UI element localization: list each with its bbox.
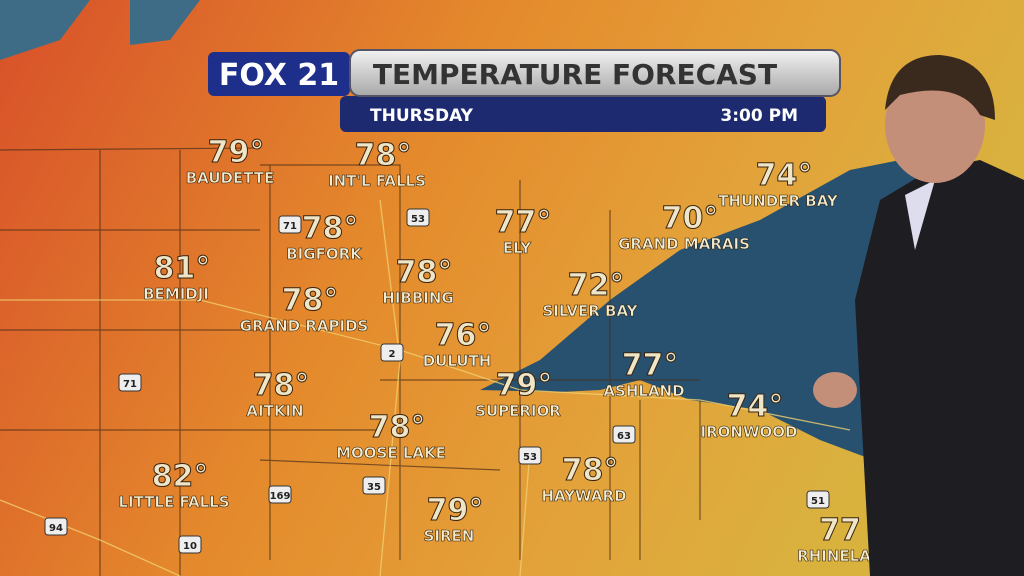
city-name: BEMIDJI bbox=[143, 285, 209, 303]
route-shield bbox=[806, 490, 830, 509]
header: FOX 21 TEMPERATURE FORECAST THURSDAY 3:0… bbox=[208, 49, 841, 132]
city-name: GRAND MARAIS bbox=[618, 235, 750, 253]
route-number: 63 bbox=[617, 431, 631, 442]
temperature: 77° bbox=[622, 348, 679, 383]
route-number: 71 bbox=[283, 221, 297, 232]
logo-box bbox=[208, 52, 350, 96]
route-shield bbox=[268, 485, 292, 504]
county-borders bbox=[0, 147, 701, 576]
city-name: LITTLE FALLS bbox=[118, 493, 229, 511]
city-name: AITKIN bbox=[246, 402, 303, 420]
subheader-bar bbox=[340, 96, 826, 132]
day: THURSDAY bbox=[370, 106, 474, 126]
title: TEMPERATURE FORECAST bbox=[373, 58, 777, 91]
route-shield bbox=[406, 208, 430, 227]
temperature: 82° bbox=[152, 459, 209, 494]
suit bbox=[855, 160, 1024, 576]
route-number: 35 bbox=[367, 482, 381, 493]
city-name: BIGFORK bbox=[286, 245, 363, 263]
city-name: SIREN bbox=[424, 527, 475, 545]
city-name: MOOSE LAKE bbox=[336, 444, 446, 462]
route-shield bbox=[518, 446, 542, 465]
presenter bbox=[813, 55, 1024, 576]
route-number: 10 bbox=[183, 541, 197, 552]
route-number: 71 bbox=[123, 379, 137, 390]
title-bar bbox=[349, 49, 841, 97]
temperature: 77° bbox=[495, 205, 552, 240]
route-number: 53 bbox=[411, 214, 425, 225]
city-name: DULUTH bbox=[423, 352, 492, 370]
city-name: ELY bbox=[503, 239, 532, 257]
temperature: 76° bbox=[435, 318, 492, 353]
temperature: 74° bbox=[756, 158, 813, 193]
route-number: 51 bbox=[811, 496, 825, 507]
route-shield bbox=[278, 215, 302, 234]
temperature: 74° bbox=[727, 389, 784, 424]
temperature: 78° bbox=[282, 283, 339, 318]
city-name: HAYWARD bbox=[541, 487, 626, 505]
temperature: 78° bbox=[562, 453, 619, 488]
hair bbox=[885, 55, 995, 120]
route-number: 2 bbox=[389, 349, 396, 360]
route-number: 53 bbox=[523, 452, 537, 463]
city-labels: 715327116935536394105179°BAUDETTE78°INT'… bbox=[44, 135, 872, 565]
city-name: BAUDETTE bbox=[186, 169, 275, 187]
hand bbox=[813, 372, 857, 408]
city-name: INT'L FALLS bbox=[328, 172, 426, 190]
city-name: SUPERIOR bbox=[475, 402, 561, 420]
city-name: ASHLAND bbox=[603, 382, 684, 400]
temperature: 78° bbox=[369, 410, 426, 445]
city-name: GRAND RAPIDS bbox=[240, 317, 369, 335]
temperature: 78° bbox=[396, 255, 453, 290]
temperature: 78° bbox=[253, 368, 310, 403]
city-name: RHINELA bbox=[797, 547, 871, 565]
route-number: 169 bbox=[270, 491, 291, 502]
city-name: SILVER BAY bbox=[543, 302, 639, 320]
route-shield bbox=[178, 535, 202, 554]
temperature: 79° bbox=[208, 135, 265, 170]
route-shield bbox=[44, 517, 68, 536]
time: 3:00 PM bbox=[720, 106, 798, 126]
temperature: 72° bbox=[568, 268, 625, 303]
temperature: 78° bbox=[355, 138, 412, 173]
route-shield bbox=[612, 425, 636, 444]
temperature: 77 bbox=[819, 513, 861, 548]
temperature: 78° bbox=[302, 211, 359, 246]
logo: FOX 21 bbox=[219, 58, 339, 93]
temperature: 70° bbox=[662, 201, 719, 236]
route-shield bbox=[118, 373, 142, 392]
route-shield bbox=[362, 476, 386, 495]
temperature: 81° bbox=[154, 251, 211, 286]
city-name: HIBBING bbox=[382, 289, 453, 307]
lakes bbox=[0, 0, 200, 60]
city-name: THUNDER BAY bbox=[718, 192, 839, 210]
shirt bbox=[905, 180, 935, 250]
temperature: 79° bbox=[427, 493, 484, 528]
city-name: IRONWOOD bbox=[701, 423, 798, 441]
temperature: 79° bbox=[496, 368, 553, 403]
route-shield bbox=[380, 343, 404, 362]
route-number: 94 bbox=[49, 523, 63, 534]
